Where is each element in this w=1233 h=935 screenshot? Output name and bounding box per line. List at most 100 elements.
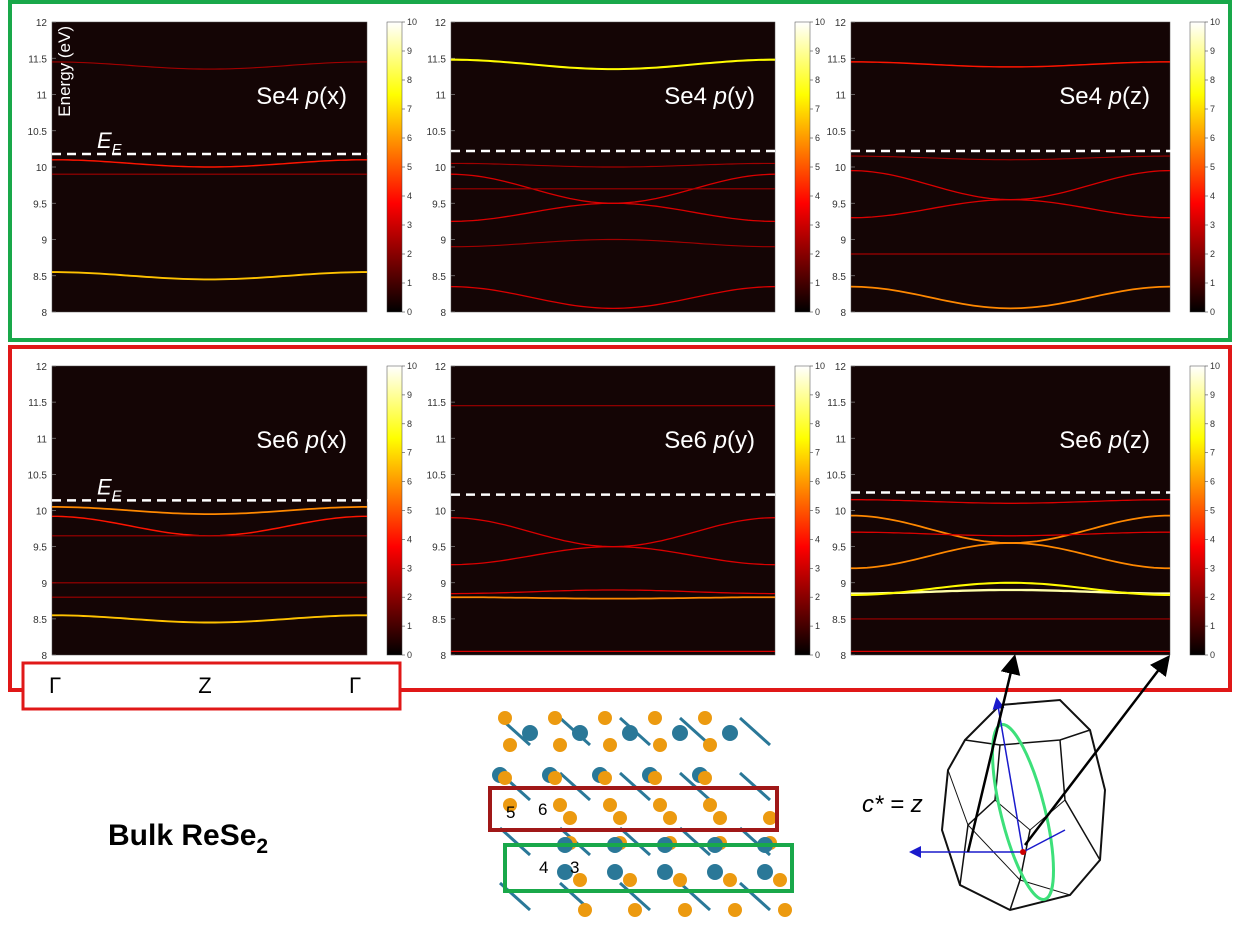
y-tick-label: 11.5 xyxy=(427,54,446,65)
y-tick-label: 11 xyxy=(836,434,847,445)
y-tick-label: 8 xyxy=(41,651,47,662)
bond xyxy=(618,826,652,857)
y-tick-label: 11 xyxy=(436,91,447,102)
se-atom xyxy=(673,873,687,887)
y-tick-label: 12 xyxy=(435,362,447,373)
colorbar-tick-label: 4 xyxy=(815,191,820,201)
band xyxy=(450,202,776,223)
se-atom xyxy=(553,738,567,752)
bond xyxy=(618,881,652,912)
colorbar-tick-label: 9 xyxy=(407,390,412,400)
space xyxy=(1102,83,1109,110)
band xyxy=(851,499,1170,504)
y-tick-label: 12 xyxy=(435,18,447,29)
fermi-label: EF xyxy=(97,474,122,504)
se-atom xyxy=(703,798,717,812)
re-atom xyxy=(557,864,573,880)
colorbar-tick-label: 2 xyxy=(407,249,412,259)
ef-sub: F xyxy=(112,141,122,158)
colorbar-tick-label: 5 xyxy=(815,162,820,172)
band xyxy=(851,531,1170,537)
band xyxy=(451,162,775,168)
ef-sub: F xyxy=(112,487,122,504)
colorbar-tick-label: 2 xyxy=(1210,592,1215,602)
axis-label: c* = z xyxy=(862,791,923,818)
bond xyxy=(678,826,712,857)
colorbar-tick-label: 5 xyxy=(407,162,412,172)
y-tick-label: 10 xyxy=(36,163,48,174)
colorbar xyxy=(794,21,811,313)
colorbar-tick-label: 10 xyxy=(1210,17,1220,27)
y-tick-label: 10.5 xyxy=(827,470,847,481)
y-tick-label: 9 xyxy=(840,236,846,247)
colorbar-tick-label: 4 xyxy=(407,534,412,544)
colorbar-tick-label: 10 xyxy=(1210,361,1220,371)
ef-symbol: E xyxy=(97,128,112,153)
band xyxy=(451,596,775,600)
se-atom xyxy=(773,873,787,887)
y-tick-label: 11.5 xyxy=(827,54,846,65)
atom: Se6 xyxy=(664,427,707,454)
y-tick-label: 8 xyxy=(440,651,446,662)
y-tick-label: 11 xyxy=(436,434,447,445)
se-atom xyxy=(498,711,512,725)
component: (x) xyxy=(319,83,347,110)
y-tick-label: 10.5 xyxy=(427,470,447,481)
se6-layer-box xyxy=(488,786,779,832)
band xyxy=(450,545,776,566)
colorbar-tick-label: 3 xyxy=(407,220,412,230)
re-atom xyxy=(657,864,673,880)
colorbar-tick-label: 0 xyxy=(815,307,820,317)
se-atom xyxy=(603,738,617,752)
y-tick-label: 9 xyxy=(840,579,846,590)
se-atom xyxy=(503,738,517,752)
se-atom xyxy=(603,798,617,812)
band xyxy=(851,198,1170,219)
se-atom xyxy=(613,811,627,825)
se-atom xyxy=(678,903,692,917)
se-atom xyxy=(563,811,577,825)
group-box-se4 xyxy=(8,0,1232,342)
colorbar-tick-label: 9 xyxy=(815,46,820,56)
group-box-se6 xyxy=(8,345,1232,692)
y-tick-label: 8.5 xyxy=(832,272,846,283)
colorbar-tick-label: 2 xyxy=(407,592,412,602)
y-tick-label: 8.5 xyxy=(432,272,446,283)
colorbar-tick-label: 5 xyxy=(815,506,820,516)
colorbar-tick-label: 0 xyxy=(1210,650,1215,660)
y-tick-label: 10.5 xyxy=(28,127,48,138)
colorbar-tick-label: 1 xyxy=(407,278,412,288)
colorbar-tick-label: 8 xyxy=(407,419,412,429)
plot-area xyxy=(450,365,776,656)
band xyxy=(52,159,367,168)
space xyxy=(299,83,306,110)
y-tick-label: 11.5 xyxy=(28,398,47,409)
colorbar-tick-label: 1 xyxy=(1210,278,1215,288)
atom-label: 5 xyxy=(506,803,515,822)
y-tick-label: 8.5 xyxy=(33,272,47,283)
y-tick-label: 9.5 xyxy=(432,543,446,554)
y-tick-label: 10.5 xyxy=(28,470,48,481)
se-atom xyxy=(763,811,777,825)
y-tick-label: 11 xyxy=(37,434,48,445)
kpoint-label: Γ xyxy=(49,673,61,698)
se-atom xyxy=(703,738,717,752)
atom-label: 4 xyxy=(539,858,548,877)
colorbar xyxy=(1189,365,1206,656)
bulk-sub: 2 xyxy=(256,835,268,858)
colorbar-tick-label: 9 xyxy=(407,46,412,56)
atom-label: 6 xyxy=(538,800,547,819)
se4-layer-box xyxy=(503,843,794,893)
y-tick-label: 10 xyxy=(36,507,48,518)
colorbar-tick-label: 4 xyxy=(407,191,412,201)
orbital: p xyxy=(305,83,319,110)
re-atom xyxy=(607,864,623,880)
se-atom xyxy=(663,811,677,825)
se-atom xyxy=(578,903,592,917)
colorbar-tick-label: 8 xyxy=(815,75,820,85)
band xyxy=(851,155,1170,161)
colorbar-tick-label: 0 xyxy=(407,307,412,317)
y-tick-label: 10.5 xyxy=(827,127,847,138)
colorbar-tick-label: 9 xyxy=(815,390,820,400)
